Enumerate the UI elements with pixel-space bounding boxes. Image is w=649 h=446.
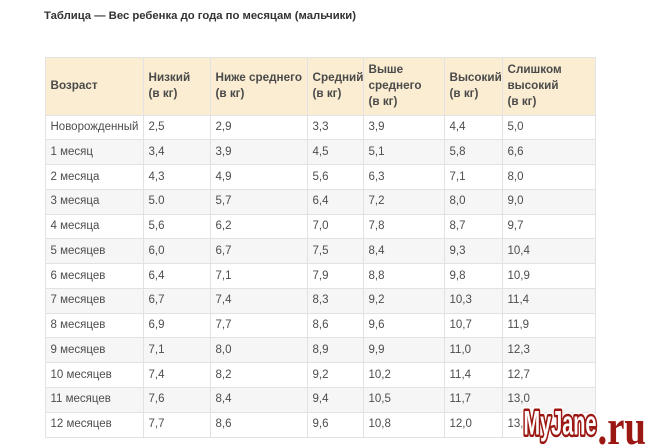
svg-text:MyJane: MyJane [524, 405, 597, 443]
svg-text:MyJane: MyJane [524, 405, 597, 443]
svg-text:.ru: .ru [598, 399, 647, 446]
